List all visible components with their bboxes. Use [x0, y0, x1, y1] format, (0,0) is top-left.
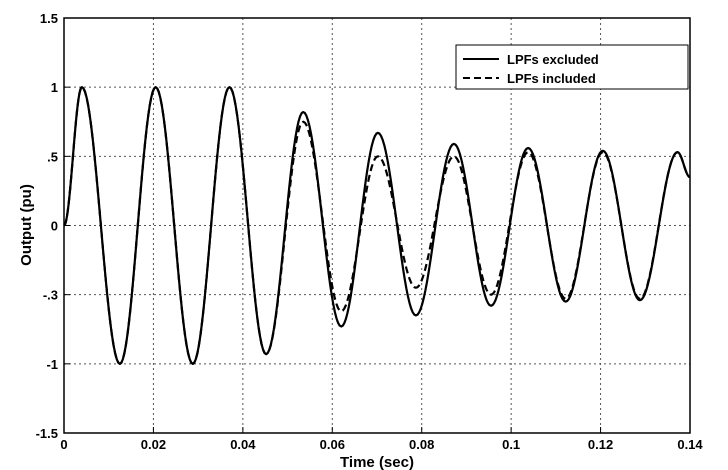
x-tick-label: 0.02: [141, 437, 166, 452]
series-line-lpfs-excluded: [63, 86, 691, 365]
y-tick-label: -.3: [43, 288, 58, 303]
x-tick-label: 0.08: [409, 437, 434, 452]
y-tick-label: -1.5: [36, 426, 58, 441]
tick-labels: 0 0.02 0.04 0.06 0.08 0.1 0.12 0.141.51.50-.3-1…: [36, 11, 704, 452]
y-axis-label: Output (pu): [18, 184, 35, 266]
x-tick-label: 0.14: [677, 437, 703, 452]
series-layer: [63, 86, 691, 365]
y-tick-label: 0: [51, 219, 58, 234]
x-tick-label: 0.12: [588, 437, 613, 452]
x-tick-label: 0.06: [320, 437, 345, 452]
legend-label-lpfs-excluded: LPFs excluded: [507, 52, 599, 67]
y-tick-label: .5: [47, 149, 58, 164]
y-tick-label: 1.5: [40, 11, 58, 26]
x-tick-label: 0.1: [502, 437, 520, 452]
series-line-lpfs-included: [63, 86, 691, 365]
legend: LPFs excluded LPFs included: [455, 44, 689, 90]
x-axis-label: Time (sec): [340, 454, 414, 470]
y-tick-label: -1: [46, 357, 58, 372]
y-tick-label: 1: [51, 80, 58, 95]
x-tick-label: 0: [60, 437, 67, 452]
x-tick-label: 0.04: [230, 437, 256, 452]
legend-box: [455, 44, 689, 90]
legend-label-lpfs-included: LPFs included: [507, 71, 596, 86]
